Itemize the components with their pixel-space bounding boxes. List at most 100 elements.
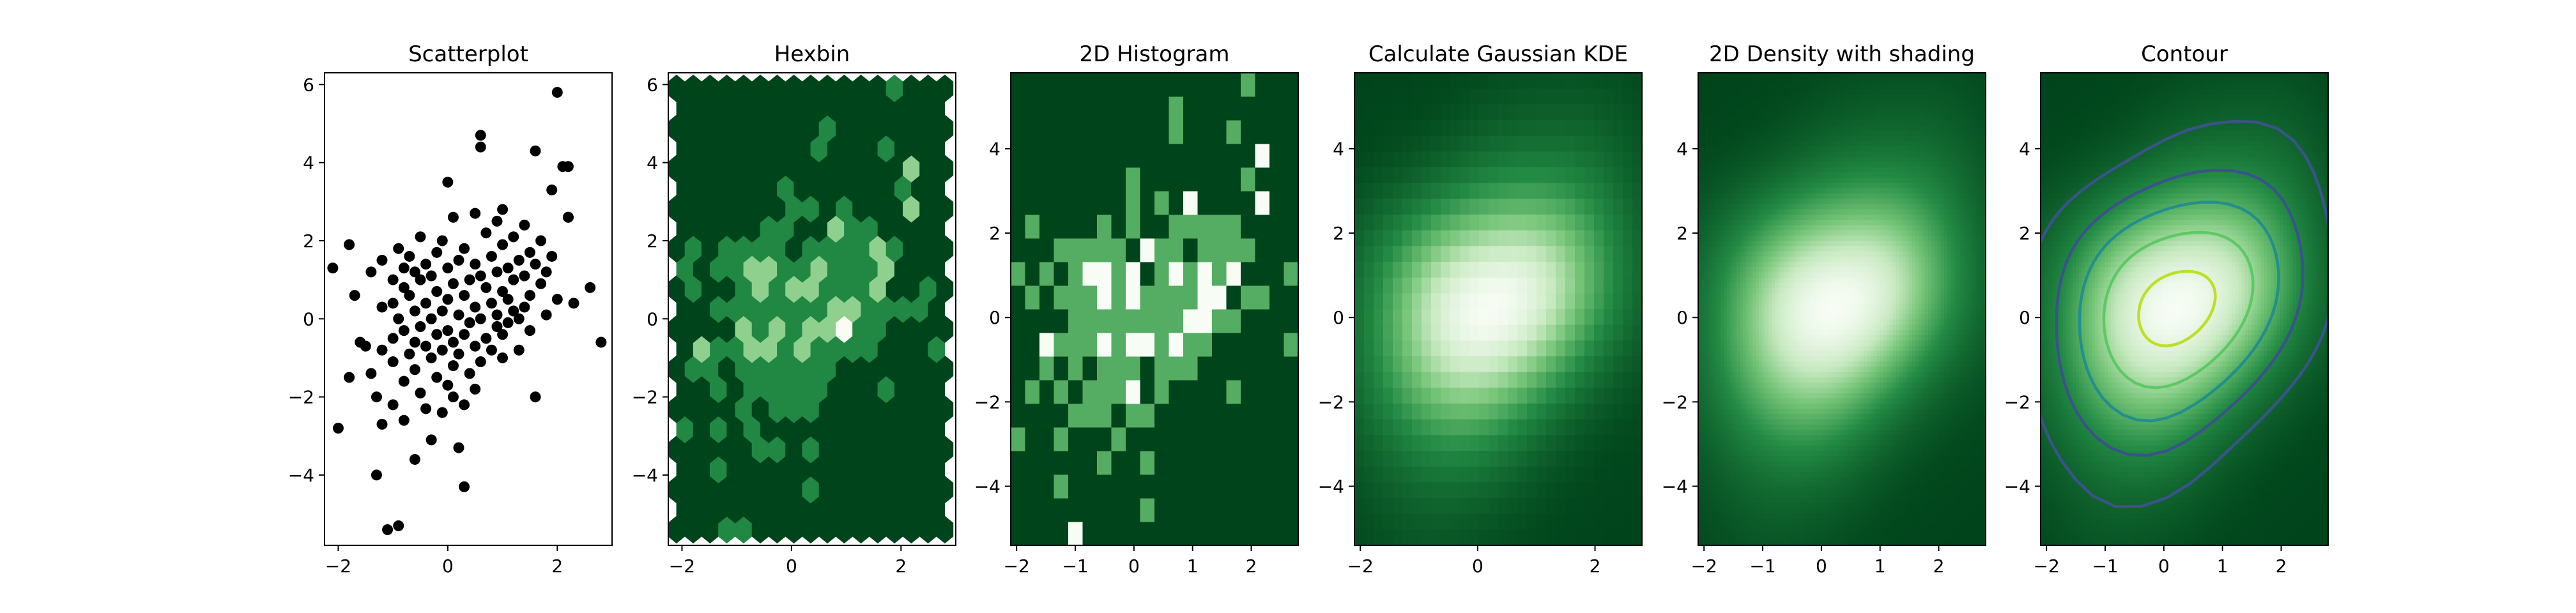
density-cell [1698,419,1702,425]
density-cell [1527,167,1537,184]
density-cell [1450,293,1460,310]
hist-bin [1154,309,1169,333]
density-cell [1498,404,1508,420]
density-cell [1752,246,1756,252]
density-cell [1711,73,1715,79]
density-cell [1794,356,1798,362]
density-cell [1354,120,1365,137]
density-cell [1756,492,1759,499]
density-cell [1736,256,1740,262]
density-cell [1781,83,1785,89]
density-cell [1584,104,1595,121]
hist-bin [1126,215,1140,239]
density-cell [1788,388,1791,394]
density-cell [1778,351,1782,357]
density-cell [1740,508,1744,515]
density-cell [1791,241,1795,246]
density-cell [1354,262,1365,278]
density-cell [1743,377,1747,383]
hist-bin [1111,144,1126,168]
density-cell [1746,99,1750,105]
density-cell [1727,309,1731,315]
density-cell [1752,178,1756,184]
density-cell [1402,120,1413,137]
density-cell [1775,109,1779,116]
density-cell [1800,199,1804,205]
density-cell [1727,518,1731,525]
density-cell [1708,204,1712,210]
density-cell [1698,83,1702,89]
density-cell [1632,135,1642,152]
density-cell [1807,209,1811,215]
density-cell [1705,351,1708,357]
density-cell [1441,262,1451,278]
density-cell [1740,193,1744,199]
density-cell [1743,309,1747,315]
density-cell [1613,466,1623,483]
density-cell [1765,251,1769,257]
density-cell [1724,109,1728,116]
hist-bin [1126,120,1140,144]
density-cell [1775,235,1779,241]
density-cell [1708,167,1712,173]
density-cell [1364,104,1374,121]
density-cell [1788,451,1791,457]
density-cell [1584,167,1595,184]
density-cell [1701,93,1705,100]
density-cell [1778,451,1782,457]
density-cell [1717,156,1721,163]
density-cell [1765,314,1769,321]
density-cell [1778,183,1782,189]
density-cell [1698,262,1702,268]
density-cell [1772,225,1775,231]
density-cell [1623,73,1633,89]
hist-bin [1097,191,1112,215]
density-cell [1441,183,1451,199]
density-cell [1698,293,1702,299]
density-cell [1422,466,1432,483]
density-cell [1765,424,1769,430]
density-cell [1714,288,1718,294]
density-cell [1791,340,1795,347]
hist-bin [1111,333,1126,357]
density-cell [1714,430,1718,435]
density-cell [1724,398,1728,404]
density-cell [1705,361,1708,368]
density-cell [1705,178,1708,184]
hist-bin [1255,356,1270,381]
density-cell [1450,104,1460,121]
density-cell [1804,456,1807,462]
density-cell [1705,534,1708,541]
density-cell [1698,529,1702,536]
density-cell [1775,367,1779,373]
density-cell [1724,162,1728,168]
density-cell [1412,230,1422,246]
density-cell [1804,78,1807,84]
density-cell [1422,372,1432,388]
density-cell [1701,466,1705,473]
density-cell [1756,88,1759,95]
density-cell [1765,298,1769,305]
density-cell [1794,409,1798,415]
density-cell [1412,293,1422,310]
density-cell [1708,282,1712,289]
density-cell [1746,125,1750,132]
scatter-point [475,313,486,324]
density-cell [1469,482,1480,499]
density-cell [1714,199,1718,205]
density-cell [1788,172,1791,179]
hist-bin [1111,451,1126,475]
density-cell [1431,466,1441,483]
density-cell [1701,424,1705,430]
scatter-point [453,255,464,266]
scatter-point [470,208,481,219]
scatter-point [453,309,464,321]
density-cell [1778,487,1782,494]
hist-bin [1212,167,1227,192]
density-cell [1705,487,1708,494]
density-cell [1632,372,1642,388]
density-cell [1705,466,1708,473]
density-cell [1765,225,1769,231]
density-cell [1498,309,1508,326]
density-cell [1632,215,1642,231]
